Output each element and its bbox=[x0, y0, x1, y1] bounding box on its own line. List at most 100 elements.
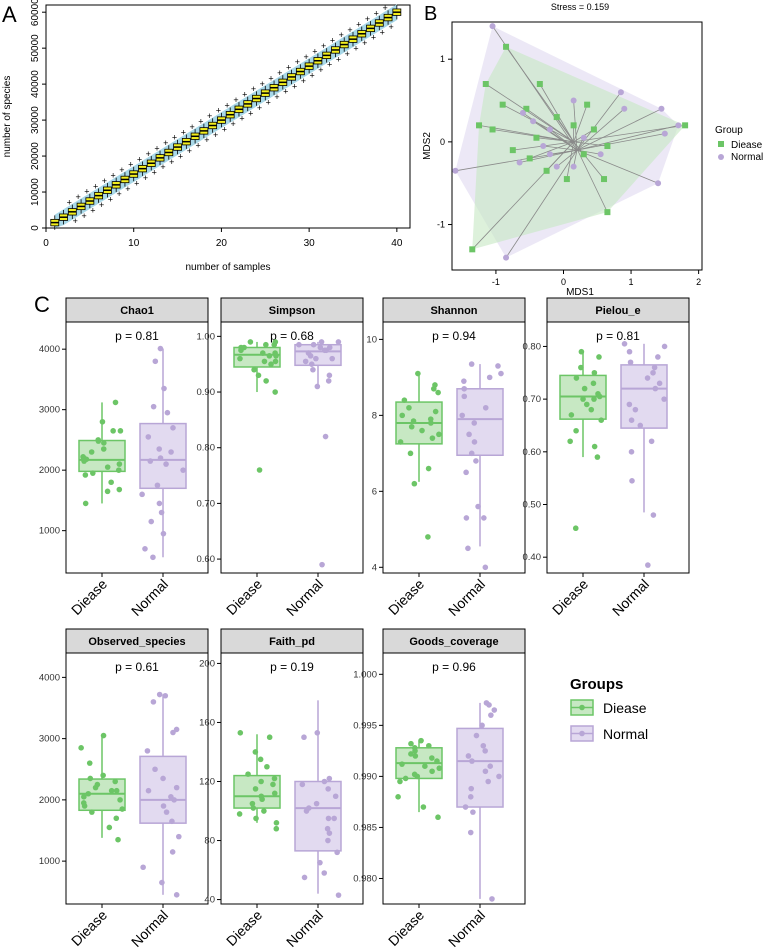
outlier-mark: + bbox=[330, 36, 335, 46]
point-diease bbox=[116, 486, 123, 493]
point-normal bbox=[173, 726, 180, 733]
point-normal bbox=[675, 122, 682, 129]
point-normal bbox=[319, 561, 325, 568]
point-diease bbox=[100, 732, 107, 739]
point-diease bbox=[509, 147, 516, 154]
point-normal bbox=[462, 804, 469, 810]
point-diease bbox=[101, 440, 107, 446]
point-diease bbox=[503, 43, 510, 50]
point-diease bbox=[236, 811, 243, 817]
boxplot-faith: Faith_pdp = 0.19 40 80 120 160 200 Diease Norma… bbox=[199, 628, 364, 949]
x-tick-label: 2 bbox=[696, 277, 701, 287]
outlier-mark: + bbox=[189, 122, 194, 132]
y-tick-label: 1 bbox=[440, 54, 445, 64]
outlier-mark: + bbox=[356, 19, 361, 29]
point-diease bbox=[95, 437, 102, 443]
rarefaction-panel: ++++++++++++++++++++++++++++++++++++++++… bbox=[2, 0, 411, 273]
point-normal bbox=[480, 742, 487, 749]
outlier-mark: + bbox=[345, 49, 350, 59]
outlier-mark: + bbox=[160, 162, 165, 172]
point-diease bbox=[266, 353, 273, 359]
alpha-diversity-panels: Chao1 p = 0.81 1000 2000 3000 4000 Diease Norma… bbox=[39, 297, 690, 949]
point-normal bbox=[139, 491, 145, 498]
point-normal bbox=[306, 805, 312, 811]
point-diease bbox=[432, 408, 439, 415]
outlier-mark: + bbox=[152, 168, 157, 178]
x-tick-label: 30 bbox=[304, 238, 316, 249]
y-tick-label: 1000 bbox=[39, 526, 60, 537]
point-diease bbox=[94, 781, 101, 788]
point-diease bbox=[266, 734, 273, 741]
point-normal bbox=[321, 778, 328, 785]
point-normal bbox=[461, 385, 468, 392]
outlier-mark: + bbox=[251, 84, 256, 94]
point-diease bbox=[476, 122, 483, 129]
point-diease bbox=[434, 758, 440, 764]
point-normal bbox=[489, 23, 496, 30]
point-normal bbox=[313, 800, 320, 807]
point-normal bbox=[156, 691, 163, 698]
point-normal bbox=[313, 355, 319, 362]
point-diease bbox=[604, 143, 611, 149]
y-tick-label: 0.990 bbox=[353, 771, 377, 782]
facet-strip bbox=[220, 628, 364, 654]
point-normal bbox=[329, 355, 335, 362]
point-diease bbox=[553, 114, 560, 121]
outlier-mark: + bbox=[260, 79, 265, 89]
point-diease bbox=[420, 804, 427, 810]
point-normal bbox=[152, 358, 159, 365]
point-diease bbox=[100, 446, 107, 452]
point-normal bbox=[481, 515, 487, 521]
point-normal bbox=[170, 425, 176, 431]
spider-line bbox=[576, 108, 662, 151]
point-normal bbox=[326, 344, 333, 351]
point-normal bbox=[486, 374, 493, 381]
point-normal bbox=[314, 729, 321, 736]
legend-title: Groups bbox=[570, 676, 623, 693]
point-diease bbox=[395, 794, 401, 800]
outlier-mark: + bbox=[198, 117, 203, 127]
p-value: p = 0.94 bbox=[432, 329, 476, 343]
y-tick-label: 4 bbox=[372, 562, 377, 573]
point-diease bbox=[412, 745, 418, 751]
y-tick-label: 3000 bbox=[39, 734, 60, 745]
point-diease bbox=[407, 450, 414, 457]
point-normal bbox=[305, 350, 312, 356]
point-normal bbox=[154, 482, 161, 489]
facet-strip bbox=[382, 297, 526, 323]
point-normal bbox=[468, 785, 475, 792]
point-diease bbox=[89, 809, 95, 815]
y-tick-label: 0.80 bbox=[197, 443, 216, 454]
point-normal bbox=[326, 372, 333, 379]
boxplot-shannon: Shannon p = 0.94 4 6 8 10 Diease Normal bbox=[366, 297, 526, 619]
outlier-mark: + bbox=[172, 133, 177, 143]
point-diease bbox=[533, 134, 540, 141]
y-tick-label: 6 bbox=[372, 486, 377, 497]
point-normal bbox=[466, 431, 472, 438]
point-diease bbox=[406, 404, 412, 411]
y-tick-label: 40000 bbox=[30, 70, 41, 98]
point-diease bbox=[419, 427, 425, 434]
box-diease bbox=[78, 439, 126, 473]
facet-strip bbox=[65, 628, 209, 654]
panel-label-c: C bbox=[34, 292, 50, 317]
outlier-mark: + bbox=[99, 200, 104, 210]
point-diease bbox=[401, 397, 408, 403]
boxplot-pielou: Pielou_ep = 0.81 0.40 0.50 0.60 0.70 0.80 Diea… bbox=[523, 297, 690, 619]
y-tick-label: 200 bbox=[199, 658, 215, 669]
point-normal bbox=[661, 396, 667, 402]
point-diease bbox=[399, 761, 405, 767]
outlier-mark: + bbox=[233, 95, 238, 105]
point-diease bbox=[113, 787, 120, 794]
point-diease bbox=[82, 500, 89, 507]
point-normal bbox=[570, 97, 577, 104]
point-normal bbox=[331, 815, 337, 822]
point-normal bbox=[482, 768, 489, 775]
point-normal bbox=[317, 859, 323, 866]
point-normal bbox=[471, 420, 478, 426]
y-tick-label: 0.50 bbox=[523, 500, 542, 511]
outlier-mark: + bbox=[292, 81, 297, 91]
point-diease bbox=[436, 765, 443, 772]
outlier-mark: + bbox=[303, 52, 308, 62]
y-tick-label: 3000 bbox=[39, 405, 60, 416]
